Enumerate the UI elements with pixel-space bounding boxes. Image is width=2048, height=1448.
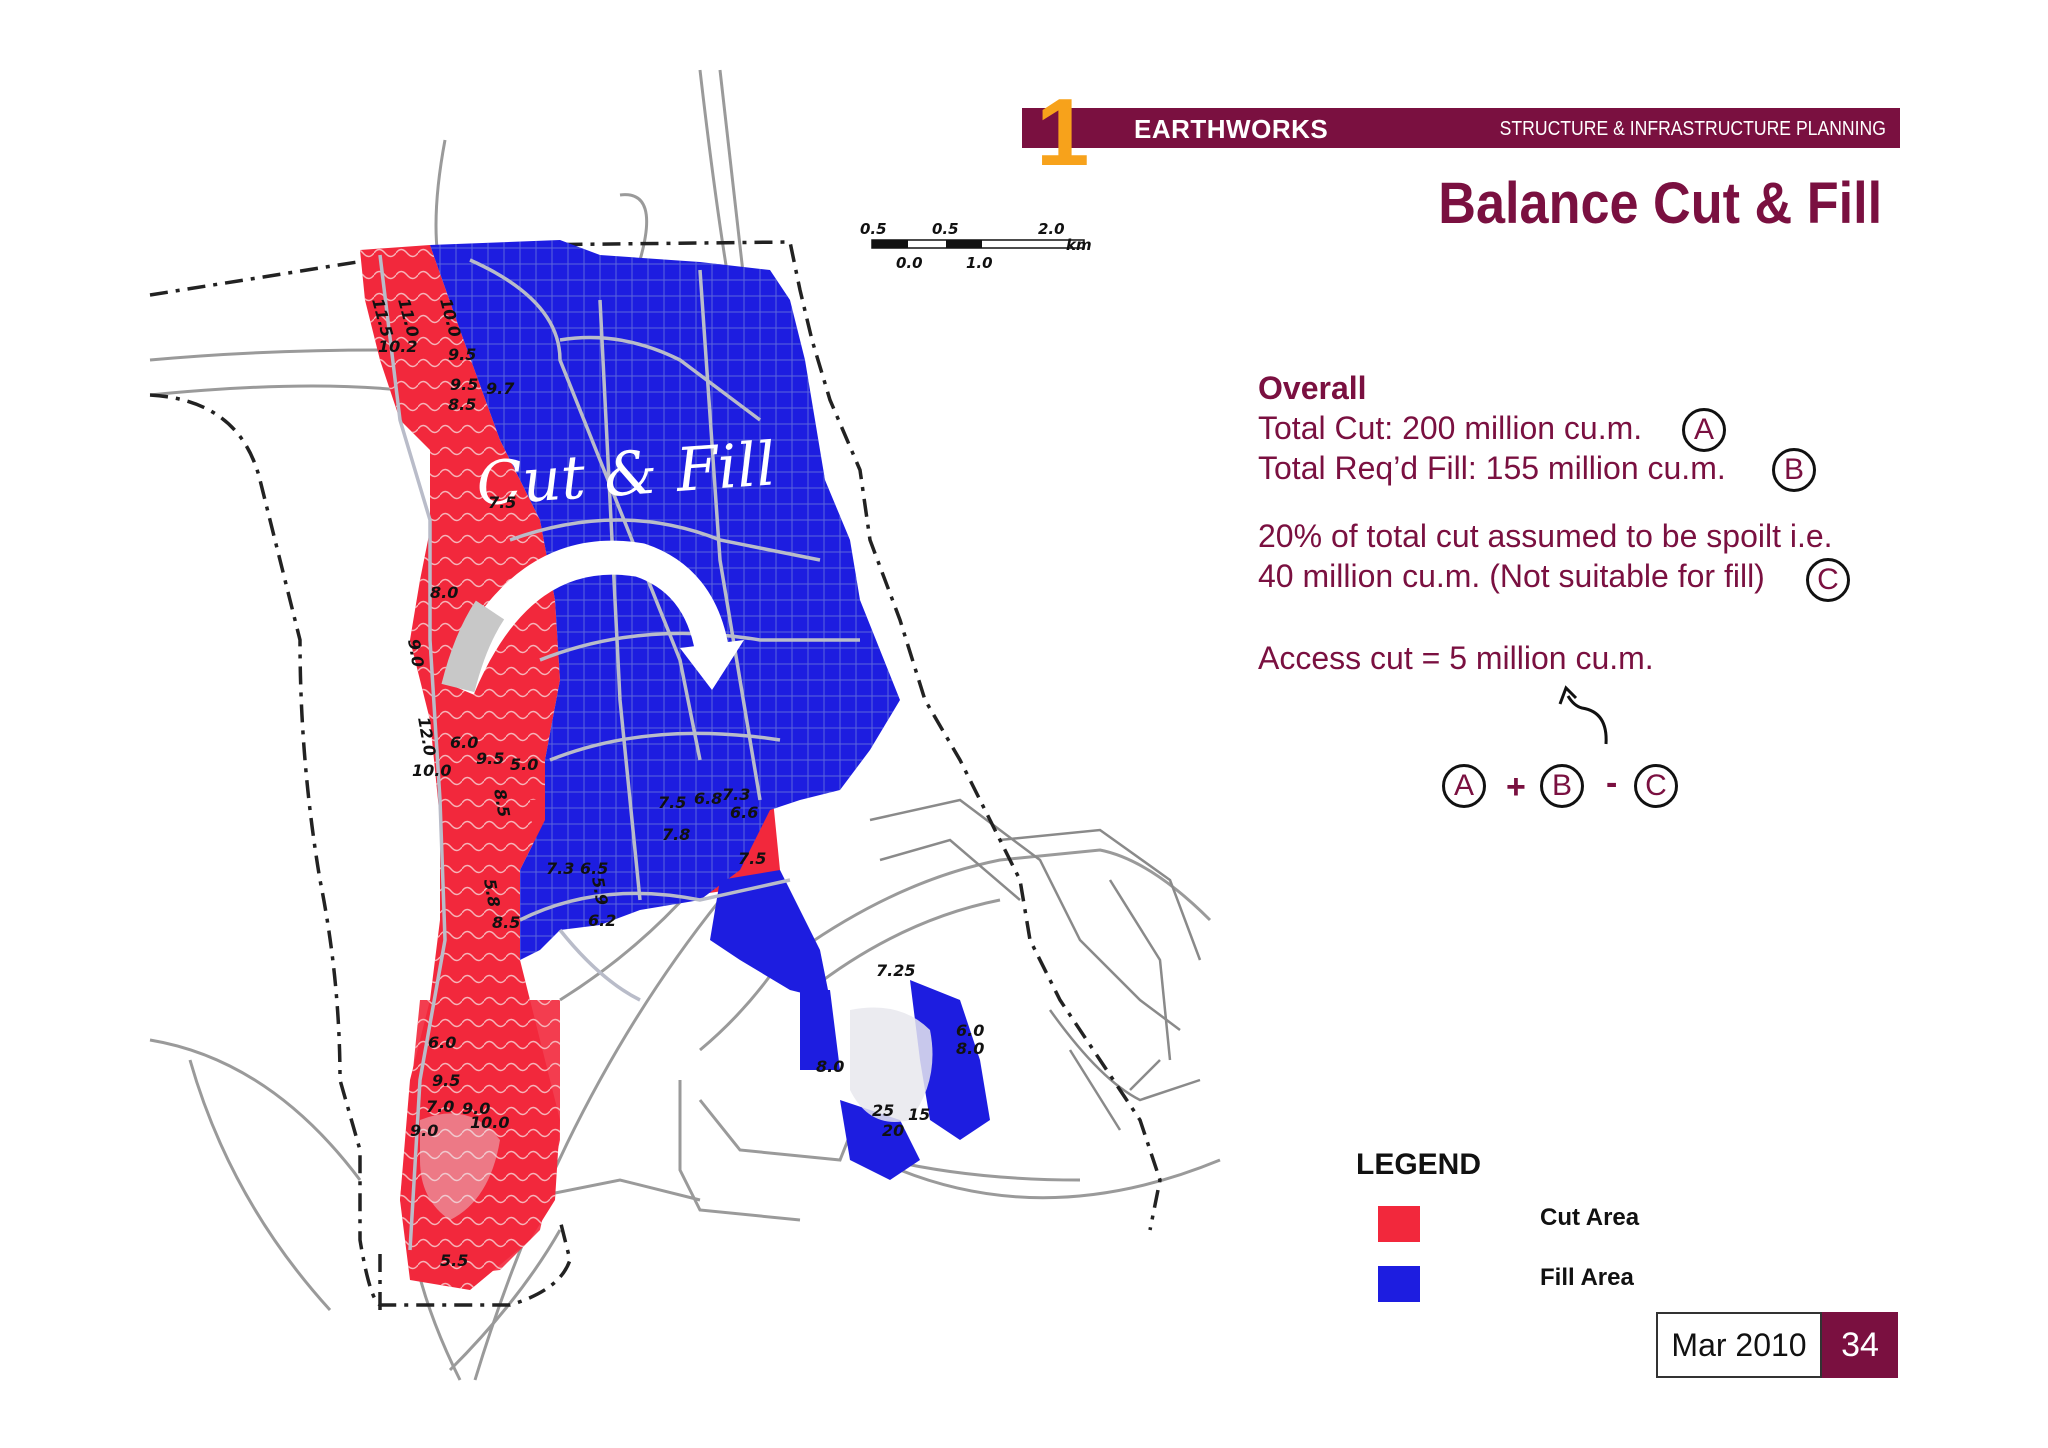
legend-cut-label: Cut Area [1540,1204,1640,1231]
scale-label-top-1: 0.5 [860,220,887,238]
marker-a: A [1682,408,1726,452]
elevation-label: 6.0 [428,1033,456,1052]
scale-label-top-3: 2.0 [1038,220,1065,238]
total-fill-text: Total Req’d Fill: 155 million cu.m. [1258,450,1726,486]
elevation-label: 6.0 [956,1021,984,1040]
formula-c: C [1634,764,1678,808]
pointer-arrow [1558,685,1608,745]
elevation-label: 6.2 [588,911,616,930]
formula-b: B [1540,764,1584,808]
elevation-label: 9.5 [448,345,476,364]
site-roads [378,254,860,1251]
formula-a: A [1442,764,1486,808]
elevation-label: 25 [872,1101,894,1120]
elevation-label: 7.5 [738,849,766,868]
scale-label-bottom-1: 0.0 [896,254,923,272]
site-map: Cut & Fill 11.511.0 10.010.2 9.59.5 9.78.57… [149,69,1221,1381]
elevation-label: 8.0 [816,1057,844,1076]
elevation-label: 8.0 [430,583,458,602]
page-title: Balance Cut & Fill [1438,171,1882,236]
elevation-label: 9.0 [410,1121,438,1140]
elevation-label: 9.5 [432,1071,460,1090]
elevation-label: 15 [908,1105,930,1124]
elevation-label: 9.0 [404,637,428,668]
elevation-label: 10.2 [378,337,417,356]
fill-areas [430,240,990,1180]
scale-label-top-2: 0.5 [932,220,959,238]
arrow-head [680,640,744,690]
cut-areas [360,245,880,1290]
legend-fill-swatch [1378,1266,1420,1302]
contour-patches [420,1007,933,1220]
access-cut-text: Access cut = 5 million cu.m. [1258,640,1654,676]
formula-plus: + [1506,768,1526,806]
elevation-label: 10.0 [412,761,451,780]
context-roads [149,69,1221,1381]
elevation-label: 8.5 [492,913,520,932]
elevation-label: 9.7 [486,379,515,398]
elevation-label: 6.0 [450,733,478,752]
scale-bar: 0.5 0.5 2.0 0.0 1.0 km [860,220,1092,272]
scale-label-bottom-2: 1.0 [966,254,993,272]
elevation-label: 8.5 [448,395,476,414]
elevation-label: 10.0 [470,1113,509,1132]
legend-cut-swatch [1378,1206,1420,1242]
legend-fill-label: Fill Area [1540,1264,1634,1291]
total-cut-text: Total Cut: 200 million cu.m. [1258,410,1643,446]
elevation-label: 9.0 [462,1099,490,1118]
elevation-label: 6.6 [730,803,758,822]
section-number: 1 [1036,79,1090,186]
footer-date: Mar 2010 [1656,1312,1822,1378]
legend-title: LEGEND [1356,1148,1482,1181]
elevation-label: 7.8 [662,825,690,844]
elevation-label: 8.5 [490,787,514,818]
elevation-label: 9.5 [450,375,478,394]
cut-fill-arrow [441,540,744,695]
elevation-label: 5.0 [510,755,538,774]
elevation-label: 5.9 [588,875,612,906]
overall-heading: Overall [1258,370,1367,406]
elevation-label: 6.5 [580,859,608,878]
elevation-label: 8.0 [956,1039,984,1058]
scale-unit: km [1066,236,1092,254]
elevation-label: 7.3 [722,785,750,804]
elevation-label: 9.5 [476,749,504,768]
page-number: 34 [1822,1312,1898,1378]
elevation-label: 7.0 [426,1097,454,1116]
section-title: EARTHWORKS [1134,114,1329,144]
elevation-label: 6.8 [694,789,722,808]
elevation-label: 7.3 [546,859,574,878]
formula-minus: - [1606,764,1618,802]
marker-c: C [1806,558,1850,602]
spoilt-text-line2: 40 million cu.m. (Not suitable for fill) [1258,558,1765,594]
port-outline [869,798,1202,1131]
elevation-label: 5.8 [480,877,504,908]
elevation-label: 7.5 [658,793,686,812]
site-boundary [149,240,1162,1310]
elevation-label: 7.25 [876,961,915,980]
spoilt-text-line1: 20% of total cut assumed to be spoilt i.… [1258,518,1833,554]
elevation-label: 20 [882,1121,904,1140]
header-bar [1022,108,1900,148]
elevation-label: 7.5 [488,493,516,512]
section-subtitle: STRUCTURE & INFRASTRUCTURE PLANNING [1499,118,1886,140]
marker-b: B [1772,448,1816,492]
elevation-label: 5.5 [440,1251,468,1270]
